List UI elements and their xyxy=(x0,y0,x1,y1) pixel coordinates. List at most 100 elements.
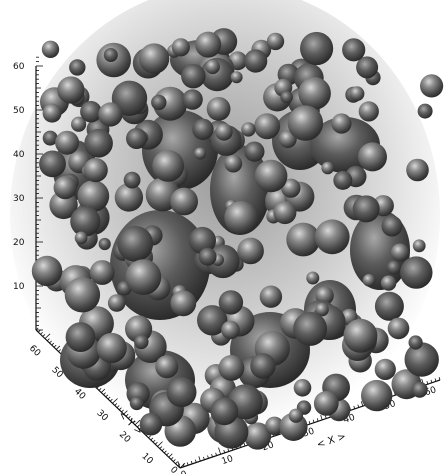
isosurface-sphere xyxy=(80,100,102,123)
isosurface-sphere xyxy=(57,76,85,104)
isosurface-sphere xyxy=(206,97,231,121)
isosurface-sphere xyxy=(64,277,101,313)
isosurface-sphere xyxy=(195,31,222,58)
isosurface-sphere xyxy=(171,38,190,57)
isosurface-sphere xyxy=(404,342,439,377)
z-tick-label: 50 xyxy=(13,106,25,116)
isosurface-sphere xyxy=(129,396,144,411)
isosurface-sphere xyxy=(244,49,268,73)
isosurface-sphere xyxy=(42,103,62,123)
isosurface-sphere xyxy=(70,206,101,237)
isosurface-sphere xyxy=(77,180,110,213)
isosurface-sphere xyxy=(205,59,220,75)
isosurface-sphere xyxy=(89,260,115,285)
x-tick-label: 0 xyxy=(180,469,189,474)
isosurface-sphere xyxy=(103,48,118,62)
isosurface-sphere xyxy=(96,332,127,364)
isosurface-sphere xyxy=(380,275,397,291)
isosurface-sphere xyxy=(74,231,88,245)
isosurface-sphere xyxy=(288,408,303,423)
isosurface-sphere xyxy=(138,43,170,74)
isosurface-sphere xyxy=(181,63,206,89)
z-tick-label: 60 xyxy=(13,62,25,72)
isosurface-sphere xyxy=(230,71,243,84)
isosurface-sphere xyxy=(387,317,410,340)
isosurface-sphere xyxy=(221,320,240,340)
isosurface-sphere xyxy=(254,113,281,140)
isosurface-sphere xyxy=(224,154,243,173)
isosurface-sphere xyxy=(417,103,433,119)
isosurface-sphere xyxy=(331,113,352,134)
isosurface-sphere xyxy=(358,101,379,122)
isosurface-sphere xyxy=(361,379,393,412)
isosurface-sphere xyxy=(123,171,141,189)
isosurface-sphere xyxy=(31,255,63,287)
isosurface-sphere xyxy=(192,118,214,140)
y-tick-label: 60 xyxy=(27,344,42,359)
isosurface-sphere xyxy=(114,183,144,212)
z-tick-label: 10 xyxy=(13,282,25,292)
isosurface-sphere xyxy=(298,77,331,110)
isosurface-sphere xyxy=(155,355,179,379)
isosurface-sphere xyxy=(69,59,86,76)
isosurface-sphere xyxy=(241,122,256,137)
isosurface-sphere xyxy=(197,305,228,336)
isosurface-sphere xyxy=(374,291,404,321)
isosurface-sphere xyxy=(65,322,96,352)
isosurface-sphere xyxy=(244,422,272,450)
isosurface-sphere xyxy=(321,161,335,175)
isosurface-sphere xyxy=(386,260,401,275)
isosurface-sphere xyxy=(400,256,433,289)
y-tick-label: 30 xyxy=(94,408,109,423)
isosurface-sphere xyxy=(98,237,111,251)
isosurface-sphere xyxy=(210,397,239,426)
z-tick-label: 20 xyxy=(13,238,25,248)
isosurface-sphere xyxy=(151,94,167,111)
x-axis-title: < X > xyxy=(316,431,348,451)
isosurface-sphere xyxy=(406,158,429,182)
isosurface-sphere xyxy=(273,201,297,225)
isosurface-sphere xyxy=(349,86,365,102)
isosurface-sphere xyxy=(170,290,197,317)
isosurface-sphere xyxy=(412,239,426,253)
isosurface-sphere xyxy=(420,74,444,98)
z-tick-label: 30 xyxy=(13,194,25,204)
isosurface-sphere xyxy=(381,215,403,237)
y-tick-label: 20 xyxy=(117,430,132,445)
isosurface-sphere xyxy=(237,237,264,265)
isosurface-sphere xyxy=(53,176,77,200)
isosurface-sphere xyxy=(293,311,328,346)
isosurface-sphere xyxy=(306,271,320,285)
isosurface-sphere xyxy=(55,130,80,155)
isosurface-sphere xyxy=(139,412,163,436)
isosurface-sphere xyxy=(342,38,366,62)
z-axis: 10 20 30 40 50 60 xyxy=(13,56,43,331)
isosurface-sphere xyxy=(71,116,87,132)
isosurface-sphere xyxy=(224,201,258,235)
isosurface-sphere xyxy=(134,334,149,350)
isosurface-sphere xyxy=(152,150,185,182)
isosurface-sphere xyxy=(117,225,154,262)
isosurface-sphere xyxy=(281,178,301,198)
isosurface-sphere xyxy=(250,353,276,379)
isosurface-sphere xyxy=(170,187,199,216)
isosurface-sphere xyxy=(166,377,197,408)
isosurface-blobs xyxy=(31,28,444,450)
isosurface-sphere xyxy=(408,335,423,350)
isosurface-sphere xyxy=(182,89,203,110)
isosurface-sphere xyxy=(125,259,162,295)
isosurface-sphere xyxy=(390,243,409,262)
isosurface-sphere xyxy=(314,219,350,255)
isosurface-sphere xyxy=(266,32,285,51)
isosurface-sphere xyxy=(218,355,245,381)
z-tick-label: 40 xyxy=(13,150,25,160)
isosurface-sphere xyxy=(244,141,265,162)
y-tick-label: 10 xyxy=(139,451,154,466)
isosurface-sphere xyxy=(188,226,216,255)
isosurface-sphere xyxy=(84,129,113,158)
isosurface-sphere xyxy=(39,150,66,178)
isosurface-sphere xyxy=(374,358,396,380)
origin-tick-label: 0 xyxy=(168,465,179,474)
isosurface-sphere xyxy=(362,274,376,287)
